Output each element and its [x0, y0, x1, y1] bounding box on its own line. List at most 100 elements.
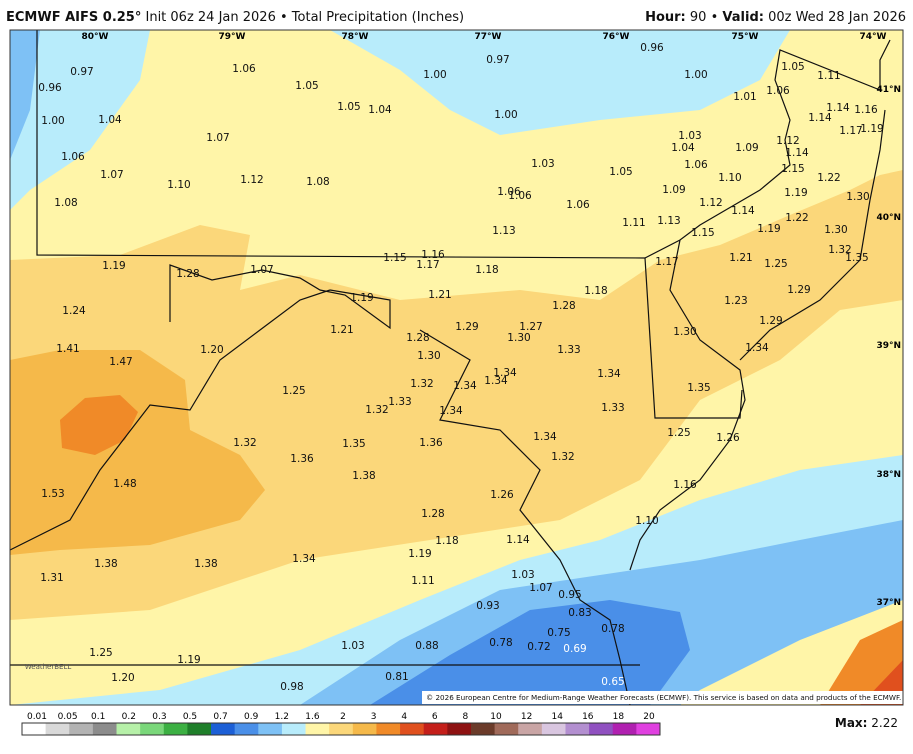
init: Init 06z 24 Jan 2026 [146, 10, 276, 25]
point-value: 1.21 [729, 252, 752, 264]
point-value: 1.21 [428, 289, 451, 301]
point-value: 0.78 [601, 623, 624, 635]
point-value: 1.04 [98, 114, 122, 126]
point-value: 1.06 [61, 151, 85, 163]
colorbar-swatch [45, 723, 70, 735]
point-value: 0.81 [385, 671, 408, 683]
point-value: 1.28 [406, 332, 429, 344]
point-value: 1.10 [167, 179, 190, 191]
point-value: 1.04 [671, 142, 695, 154]
point-value: 0.72 [527, 641, 550, 653]
point-value: 1.14 [506, 534, 530, 546]
point-value: 1.28 [176, 268, 199, 280]
point-value: 1.34 [484, 375, 508, 387]
point-value: 0.88 [415, 640, 438, 652]
colorbar-swatch [400, 723, 425, 735]
point-value: 1.34 [533, 431, 557, 443]
point-value: 1.10 [635, 515, 658, 527]
point-value: 1.25 [667, 427, 690, 439]
max: Max: 2.22 [835, 716, 898, 730]
point-value: 1.34 [292, 553, 316, 565]
point-value: 0.83 [568, 607, 591, 619]
colorbar-swatch [234, 723, 259, 735]
colorbar-swatch [470, 723, 496, 735]
colorbar-swatch [423, 723, 448, 735]
colorbar-label: 20 [643, 712, 655, 722]
longitude-label: 74°W [860, 32, 887, 42]
point-value: 1.05 [781, 61, 804, 73]
point-value: 1.41 [56, 343, 79, 355]
border-nj [644, 39, 891, 259]
point-value: 1.30 [417, 350, 440, 362]
longitude-label: 76°W [603, 32, 630, 42]
point-value: 1.14 [808, 112, 832, 124]
colorbar-label: 0.7 [213, 712, 227, 722]
max-label: Max: [835, 716, 868, 730]
point-value: 1.11 [817, 70, 840, 82]
point-value: 1.09 [662, 184, 685, 196]
point-value: 1.19 [102, 260, 125, 272]
point-value: 1.34 [439, 405, 463, 417]
point-value: 1.28 [421, 508, 444, 520]
colorbar-label: 16 [582, 712, 594, 722]
borders [9, 30, 891, 706]
colorbar-label: 6 [432, 712, 438, 722]
point-value: 0.98 [280, 681, 303, 693]
field-lightblue [330, 30, 790, 135]
point-value: 1.32 [551, 451, 574, 463]
colorbar-swatch [187, 723, 212, 735]
point-value: 1.27 [519, 321, 542, 333]
point-value: 1.25 [764, 258, 787, 270]
max-value: 2.22 [871, 716, 898, 730]
point-value: 1.34 [597, 368, 621, 380]
map-frame [9, 29, 904, 706]
point-value: 1.16 [673, 479, 697, 491]
longitude-label: 75°W [732, 32, 759, 42]
colorbar-swatch [447, 723, 472, 735]
longitude-label: 79°W [219, 32, 246, 42]
point-value: 1.03 [341, 640, 364, 652]
colorbar-swatch [258, 723, 283, 735]
point-value: 1.34 [453, 380, 477, 392]
point-value: 0.97 [70, 66, 93, 78]
point-value: 1.38 [194, 558, 217, 570]
point-value: 1.35 [687, 382, 710, 394]
point-value: 0.93 [476, 600, 499, 612]
colorbar-label: 12 [521, 712, 532, 722]
point-value: 1.30 [846, 191, 869, 203]
header-right: Hour: 90 • Valid: 00z Wed 28 Jan 2026 [645, 10, 906, 25]
colorbar-swatch [541, 723, 566, 735]
point-value: 1.29 [455, 321, 478, 333]
latitude-label: 39°N [876, 341, 901, 351]
point-value: 1.21 [330, 324, 353, 336]
colorbar-label: 1.2 [275, 712, 289, 722]
point-value: 1.15 [781, 163, 804, 175]
point-value: 1.16 [854, 104, 878, 116]
point-value: 1.15 [691, 227, 714, 239]
point-value: 1.18 [475, 264, 498, 276]
colorbar-label: 18 [613, 712, 625, 722]
point-value: 1.10 [718, 172, 741, 184]
latitude-label: 40°N [876, 213, 901, 223]
point-value: 1.07 [250, 264, 273, 276]
copyright-box [422, 691, 903, 704]
colorbar-swatch [163, 723, 188, 735]
point-value: 1.15 [383, 252, 406, 264]
point-value: 1.11 [622, 217, 645, 229]
field-orange [10, 350, 265, 555]
point-value: 1.18 [435, 535, 458, 547]
colorbar-swatch [589, 723, 614, 735]
precip-fields [10, 30, 903, 705]
colorbar-label: 0.2 [122, 712, 136, 722]
colorbar-label: 0.01 [27, 712, 47, 722]
point-value: 1.06 [232, 63, 256, 75]
point-value: 0.75 [547, 627, 570, 639]
colorbar-label: 4 [401, 712, 407, 722]
point-value: 1.01 [733, 91, 756, 103]
colorbar-label: 10 [490, 712, 502, 722]
point-value: 1.32 [410, 378, 433, 390]
separator: • [711, 10, 719, 25]
border-wv-md [169, 264, 391, 330]
point-value: 1.19 [757, 223, 780, 235]
